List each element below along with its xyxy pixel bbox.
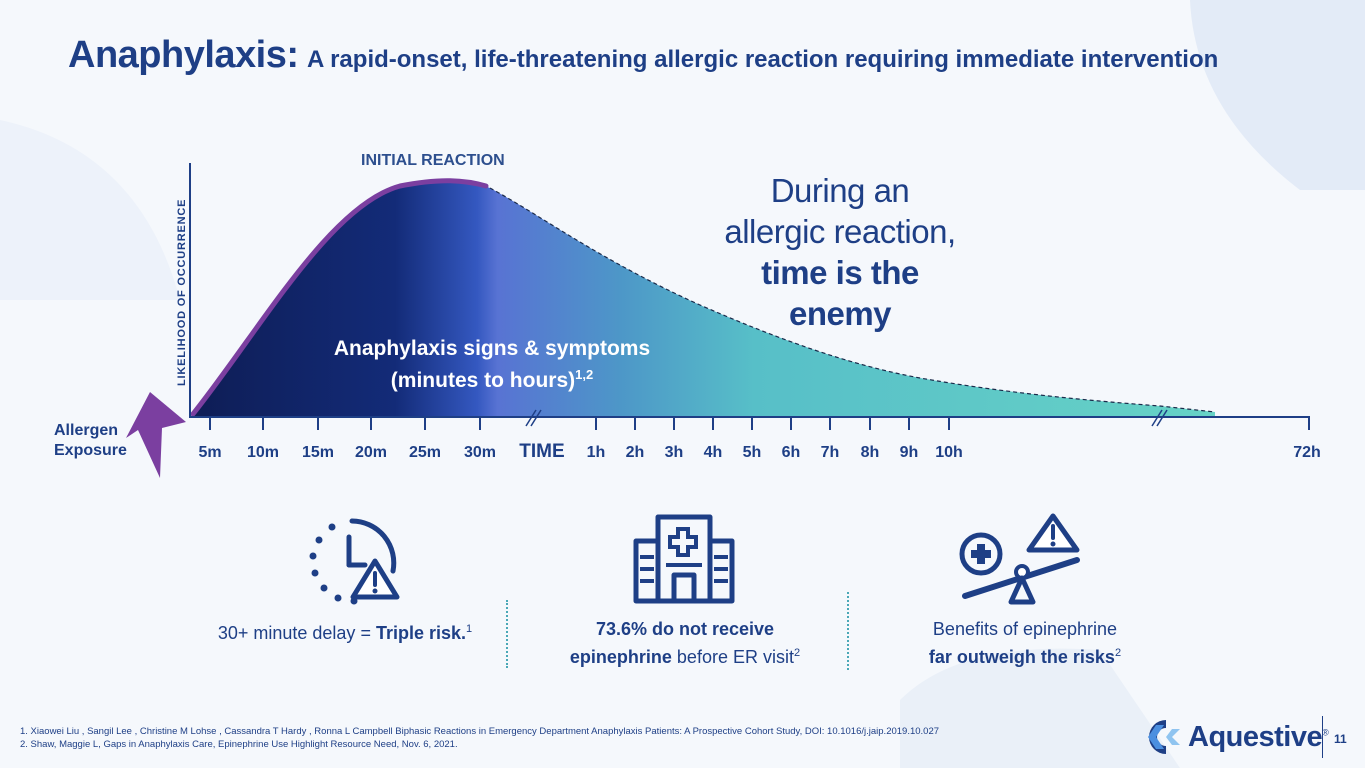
- stat-delay-text: 30+ minute delay =: [217, 623, 371, 643]
- x-axis-tick-label: 6h: [782, 444, 801, 461]
- hospital-icon: [633, 514, 735, 604]
- stat-epi-bold1: 73.6% do not receive: [595, 619, 775, 639]
- axis-break-short: [525, 409, 542, 427]
- stat-benefits: Benefits of epinephrine far outweigh the…: [860, 617, 1190, 669]
- axis-break-long: [1151, 409, 1168, 427]
- callout-line4: enemy: [788, 295, 892, 332]
- page-number: 11: [1334, 732, 1347, 746]
- callout-line3: time is the: [761, 254, 919, 291]
- initial-reaction-edge: [190, 178, 489, 417]
- x-axis-tick-label: 10h: [935, 444, 963, 461]
- footnotes: 1. Xiaowei Liu , Sangil Lee , Christine …: [20, 725, 939, 751]
- allergen-exposure-label: Allergen Exposure: [54, 421, 127, 461]
- stat-delay-bold: Triple risk.: [375, 623, 467, 643]
- x-axis-tick-label: 5m: [198, 444, 221, 461]
- page-number-rule: [1322, 716, 1323, 758]
- callout-line1: During an: [770, 172, 910, 209]
- stat-benefits-ref: 2: [1114, 647, 1122, 659]
- stat-delay: 30+ minute delay = Triple risk.1: [180, 617, 510, 645]
- stat-epi-bold2: epinephrine: [569, 647, 672, 667]
- initial-reaction-label: INITIAL REACTION: [361, 152, 505, 169]
- stat-epinephrine: 73.6% do not receive epinephrine before …: [520, 617, 850, 669]
- x-axis-tick-label: 15m: [302, 444, 334, 461]
- x-axis-title: TIME: [519, 441, 564, 462]
- allergen-line2: Exposure: [54, 442, 127, 459]
- callout-line2: allergic reaction,: [724, 213, 956, 250]
- stat-benefits-bold: far outweigh the risks: [928, 647, 1115, 667]
- x-axis-tick-label: 30m: [464, 444, 496, 461]
- footnote-2: 2. Shaw, Maggie L, Gaps in Anaphylaxis C…: [20, 739, 458, 750]
- x-axis-tick-label: 7h: [821, 444, 840, 461]
- stat-benefits-line1: Benefits of epinephrine: [932, 619, 1118, 639]
- time-is-enemy-callout: During an allergic reaction, time is the…: [690, 170, 990, 334]
- page-title: Anaphylaxis: A rapid-onset, life-threate…: [68, 34, 1218, 77]
- divider-2: [847, 592, 849, 670]
- title-subtitle: A rapid-onset, life-threatening allergic…: [306, 46, 1219, 73]
- stat-delay-ref: 1: [466, 623, 473, 635]
- allergen-exposure-arrow: [126, 392, 186, 478]
- x-axis-ticks: 5m 10m 15m 20m 25m 30m 1h 2h 3h 4h 5h 6h 7h 8h 9h 10h 72…: [198, 417, 1321, 461]
- x-axis-tick-label: 4h: [704, 444, 723, 461]
- stat-epi-rest: before ER visit: [676, 647, 794, 667]
- curve-label-line1: Anaphylaxis signs & symptoms: [333, 337, 651, 360]
- x-axis-tick-label: 3h: [665, 444, 684, 461]
- aquestive-logo-mark-icon: [1148, 720, 1180, 754]
- curve-label: Anaphylaxis signs & symptoms (minutes to…: [292, 336, 692, 394]
- allergen-line1: Allergen: [54, 422, 119, 439]
- logo-name: Aquestive: [1188, 720, 1323, 753]
- y-axis-label: LIKELIHOOD OF OCCURRENCE: [176, 198, 188, 386]
- balance-scale-icon: [959, 513, 1080, 605]
- x-axis-tick-label: 8h: [861, 444, 880, 461]
- curve-label-line2: (minutes to hours)1,2: [390, 367, 594, 392]
- x-axis-tick-label: 9h: [900, 444, 919, 461]
- clock-warning-icon: [309, 518, 400, 605]
- x-axis-tick-label: 20m: [355, 444, 387, 461]
- x-axis-tick-label: 5h: [743, 444, 762, 461]
- symptom-curve-area: [193, 180, 1215, 416]
- stat-epi-ref: 2: [793, 647, 801, 659]
- divider-1: [506, 600, 508, 668]
- x-axis-tick-label: 25m: [409, 444, 441, 461]
- x-axis-tick-label: 10m: [247, 444, 279, 461]
- logo-registered: ®: [1322, 726, 1329, 737]
- x-axis-tick-label: 72h: [1293, 444, 1321, 461]
- footnote-1: 1. Xiaowei Liu , Sangil Lee , Christine …: [20, 726, 940, 737]
- title-main: Anaphylaxis:: [68, 34, 299, 76]
- x-axis-tick-label: 2h: [626, 444, 645, 461]
- aquestive-logo: Aquestive®: [1142, 716, 1329, 758]
- x-axis-tick-label: 1h: [587, 444, 606, 461]
